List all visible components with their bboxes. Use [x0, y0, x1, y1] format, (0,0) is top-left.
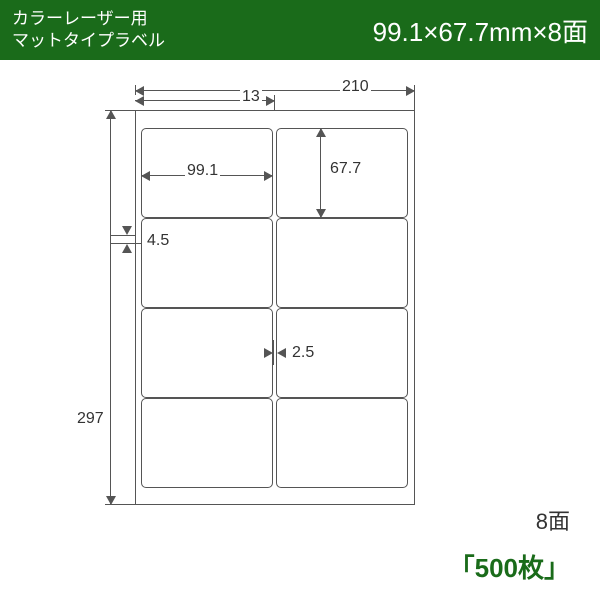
arrow	[106, 110, 116, 119]
tick	[105, 110, 135, 111]
dim-4-5: 4.5	[145, 232, 171, 250]
diagram: 210 13 99.1 67.7 4.5 2.5 297	[0, 60, 600, 540]
tick	[273, 340, 274, 365]
label-cell	[141, 308, 273, 398]
header: カラーレーザー用 マットタイプラベル 99.1×67.7mm×8面	[0, 0, 600, 60]
tick	[110, 235, 135, 236]
dim-99-1: 99.1	[185, 162, 220, 180]
tick	[274, 95, 275, 110]
dim-2-5: 2.5	[290, 344, 316, 362]
header-line2: マットタイプラベル	[12, 30, 165, 52]
tick	[414, 85, 415, 110]
arrow	[264, 348, 273, 358]
dim-67-7: 67.7	[328, 160, 363, 178]
footer: 8面 「500枚」	[449, 504, 570, 585]
arrow	[122, 226, 132, 235]
label-cell	[141, 398, 273, 488]
arrow	[264, 171, 273, 181]
tick	[135, 85, 136, 95]
arrow	[122, 244, 132, 253]
header-line1: カラーレーザー用	[12, 8, 165, 30]
dim-13: 13	[240, 88, 262, 106]
arrow	[135, 96, 144, 106]
header-left: カラーレーザー用 マットタイプラベル	[12, 8, 165, 52]
arrow	[316, 128, 326, 137]
dim-line-67	[320, 128, 321, 218]
tick	[105, 504, 135, 505]
dim-line-297	[110, 110, 111, 505]
sheets-count: 「500枚」	[449, 548, 570, 585]
arrow	[135, 86, 144, 96]
arrow	[316, 209, 326, 218]
dim-297: 297	[75, 410, 106, 428]
faces-count: 8面	[449, 504, 570, 536]
arrow	[141, 171, 150, 181]
header-dimensions: 99.1×67.7mm×8面	[373, 12, 588, 49]
label-cell	[276, 218, 408, 308]
label-cell	[276, 398, 408, 488]
arrow	[277, 348, 286, 358]
dim-line-210	[135, 90, 415, 91]
dim-210: 210	[340, 78, 371, 96]
